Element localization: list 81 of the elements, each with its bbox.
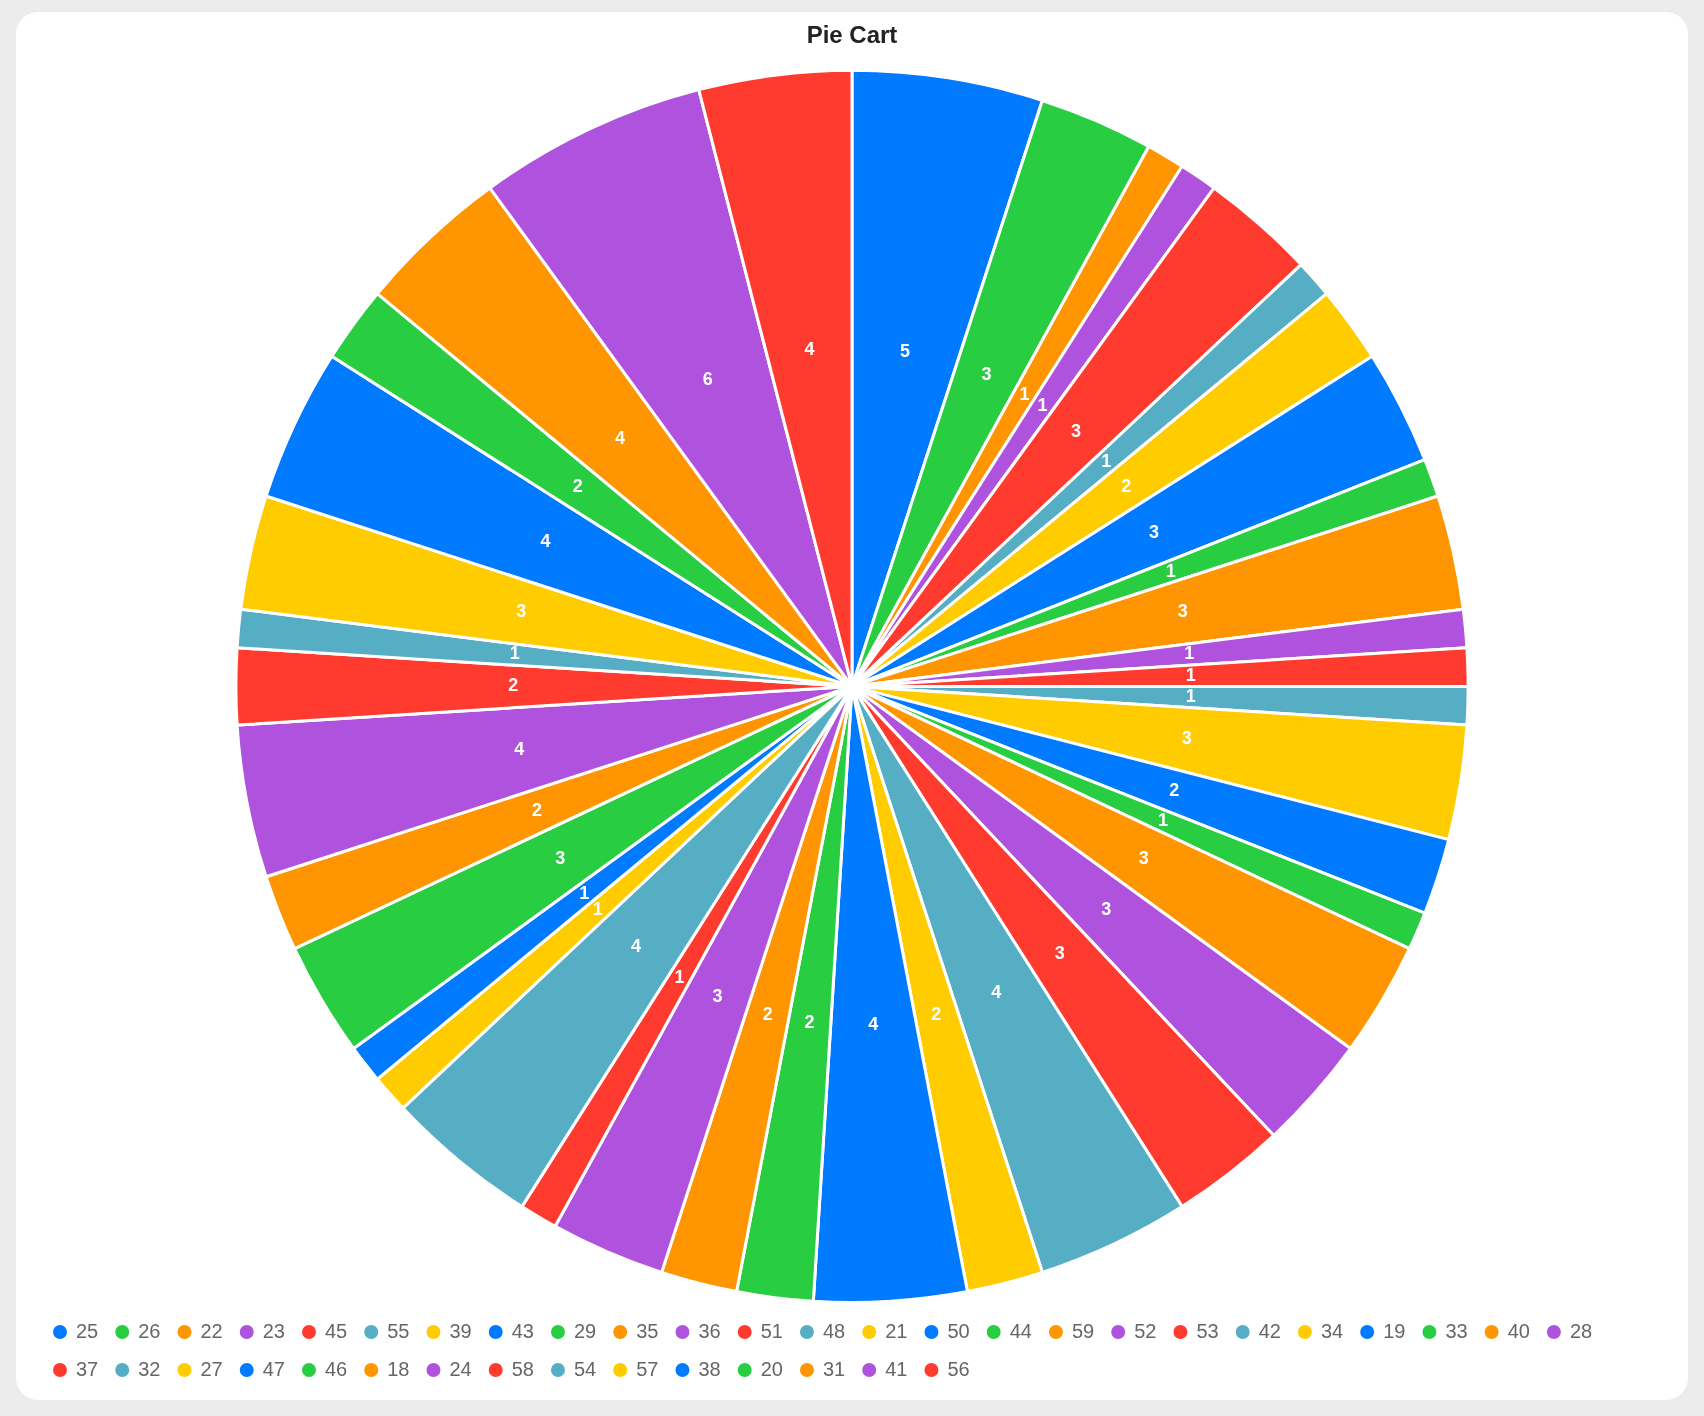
legend-label: 57 xyxy=(636,1357,659,1380)
data-label: 1 xyxy=(1037,395,1048,416)
legend-label: 59 xyxy=(1071,1319,1095,1342)
data-label: 2 xyxy=(572,476,583,497)
data-label: 3 xyxy=(1177,601,1188,622)
legend-label: 45 xyxy=(324,1319,348,1342)
data-label: 2 xyxy=(531,800,542,821)
legend-label: 34 xyxy=(1320,1319,1344,1342)
chart-title: Pie Cart xyxy=(806,21,898,49)
data-label: 4 xyxy=(631,936,642,957)
data-label: 2 xyxy=(1169,780,1180,801)
data-label: 3 xyxy=(1181,728,1192,749)
legend-label: 38 xyxy=(698,1357,721,1380)
data-label: 3 xyxy=(1054,943,1065,964)
data-label: 3 xyxy=(1148,521,1159,542)
legend-label: 23 xyxy=(262,1319,285,1342)
data-label: 3 xyxy=(1101,899,1112,920)
legend-label: 50 xyxy=(947,1319,970,1342)
data-label: 3 xyxy=(516,601,527,622)
legend-label: 36 xyxy=(698,1319,721,1342)
legend-label: 18 xyxy=(387,1357,410,1380)
legend-label: 32 xyxy=(138,1357,161,1380)
data-label: 2 xyxy=(804,1011,815,1032)
legend-label: 40 xyxy=(1507,1319,1530,1342)
legend-label: 41 xyxy=(885,1357,908,1380)
data-label: 3 xyxy=(712,986,723,1007)
legend-label: 27 xyxy=(200,1357,223,1380)
legend-label: 44 xyxy=(1009,1319,1032,1342)
legend-label: 48 xyxy=(822,1319,846,1342)
legend-label: 47 xyxy=(262,1357,285,1380)
legend-label: 31 xyxy=(822,1357,846,1380)
legend-label: 53 xyxy=(1196,1319,1219,1342)
data-label: 2 xyxy=(762,1003,773,1024)
legend-label: 58 xyxy=(511,1357,534,1380)
legend-label: 42 xyxy=(1258,1319,1281,1342)
data-label: 6 xyxy=(702,368,713,389)
data-label: 3 xyxy=(555,847,566,868)
data-label: 2 xyxy=(1121,476,1132,497)
legend-label: 22 xyxy=(200,1319,223,1342)
data-label: 5 xyxy=(900,340,911,361)
legend-label: 24 xyxy=(449,1357,472,1380)
legend-label: 20 xyxy=(760,1357,783,1380)
legend-label: 29 xyxy=(573,1319,597,1342)
data-label: 1 xyxy=(1165,560,1176,581)
data-label: 4 xyxy=(868,1013,879,1034)
data-label: 4 xyxy=(804,339,815,360)
legend-label: 33 xyxy=(1445,1319,1468,1342)
legend-label: 51 xyxy=(760,1319,783,1342)
legend-label: 43 xyxy=(511,1319,534,1342)
data-label: 4 xyxy=(540,531,551,552)
data-label: 1 xyxy=(1185,664,1196,685)
data-label: 3 xyxy=(981,364,992,385)
legend-label: 26 xyxy=(138,1319,161,1342)
data-label: 3 xyxy=(1138,847,1149,868)
data-label: 1 xyxy=(1184,643,1195,664)
legend-label: 52 xyxy=(1134,1319,1157,1342)
legend-label: 56 xyxy=(947,1357,970,1380)
data-label: 3 xyxy=(1071,421,1082,442)
data-label: 1 xyxy=(509,643,520,664)
legend-label: 46 xyxy=(324,1357,348,1380)
legend-label: 39 xyxy=(449,1319,472,1342)
data-label: 1 xyxy=(1019,383,1030,404)
data-label: 1 xyxy=(1101,451,1112,472)
legend-label: 55 xyxy=(387,1319,410,1342)
legend-label: 25 xyxy=(76,1319,99,1342)
data-label: 1 xyxy=(1157,809,1168,830)
data-label: 1 xyxy=(674,967,685,988)
legend-label: 37 xyxy=(76,1357,99,1380)
legend-label: 28 xyxy=(1569,1319,1593,1342)
data-label: 2 xyxy=(508,675,519,696)
data-label: 4 xyxy=(991,981,1002,1002)
legend-label: 21 xyxy=(885,1319,908,1342)
data-label: 2 xyxy=(931,1003,942,1024)
data-label: 1 xyxy=(579,883,590,904)
legend-label: 54 xyxy=(573,1357,597,1380)
data-label: 1 xyxy=(1185,686,1196,707)
data-label: 1 xyxy=(592,899,603,920)
legend-label: 19 xyxy=(1383,1319,1406,1342)
data-label: 4 xyxy=(514,738,525,759)
legend-label: 35 xyxy=(636,1319,659,1342)
data-label: 4 xyxy=(615,428,626,449)
